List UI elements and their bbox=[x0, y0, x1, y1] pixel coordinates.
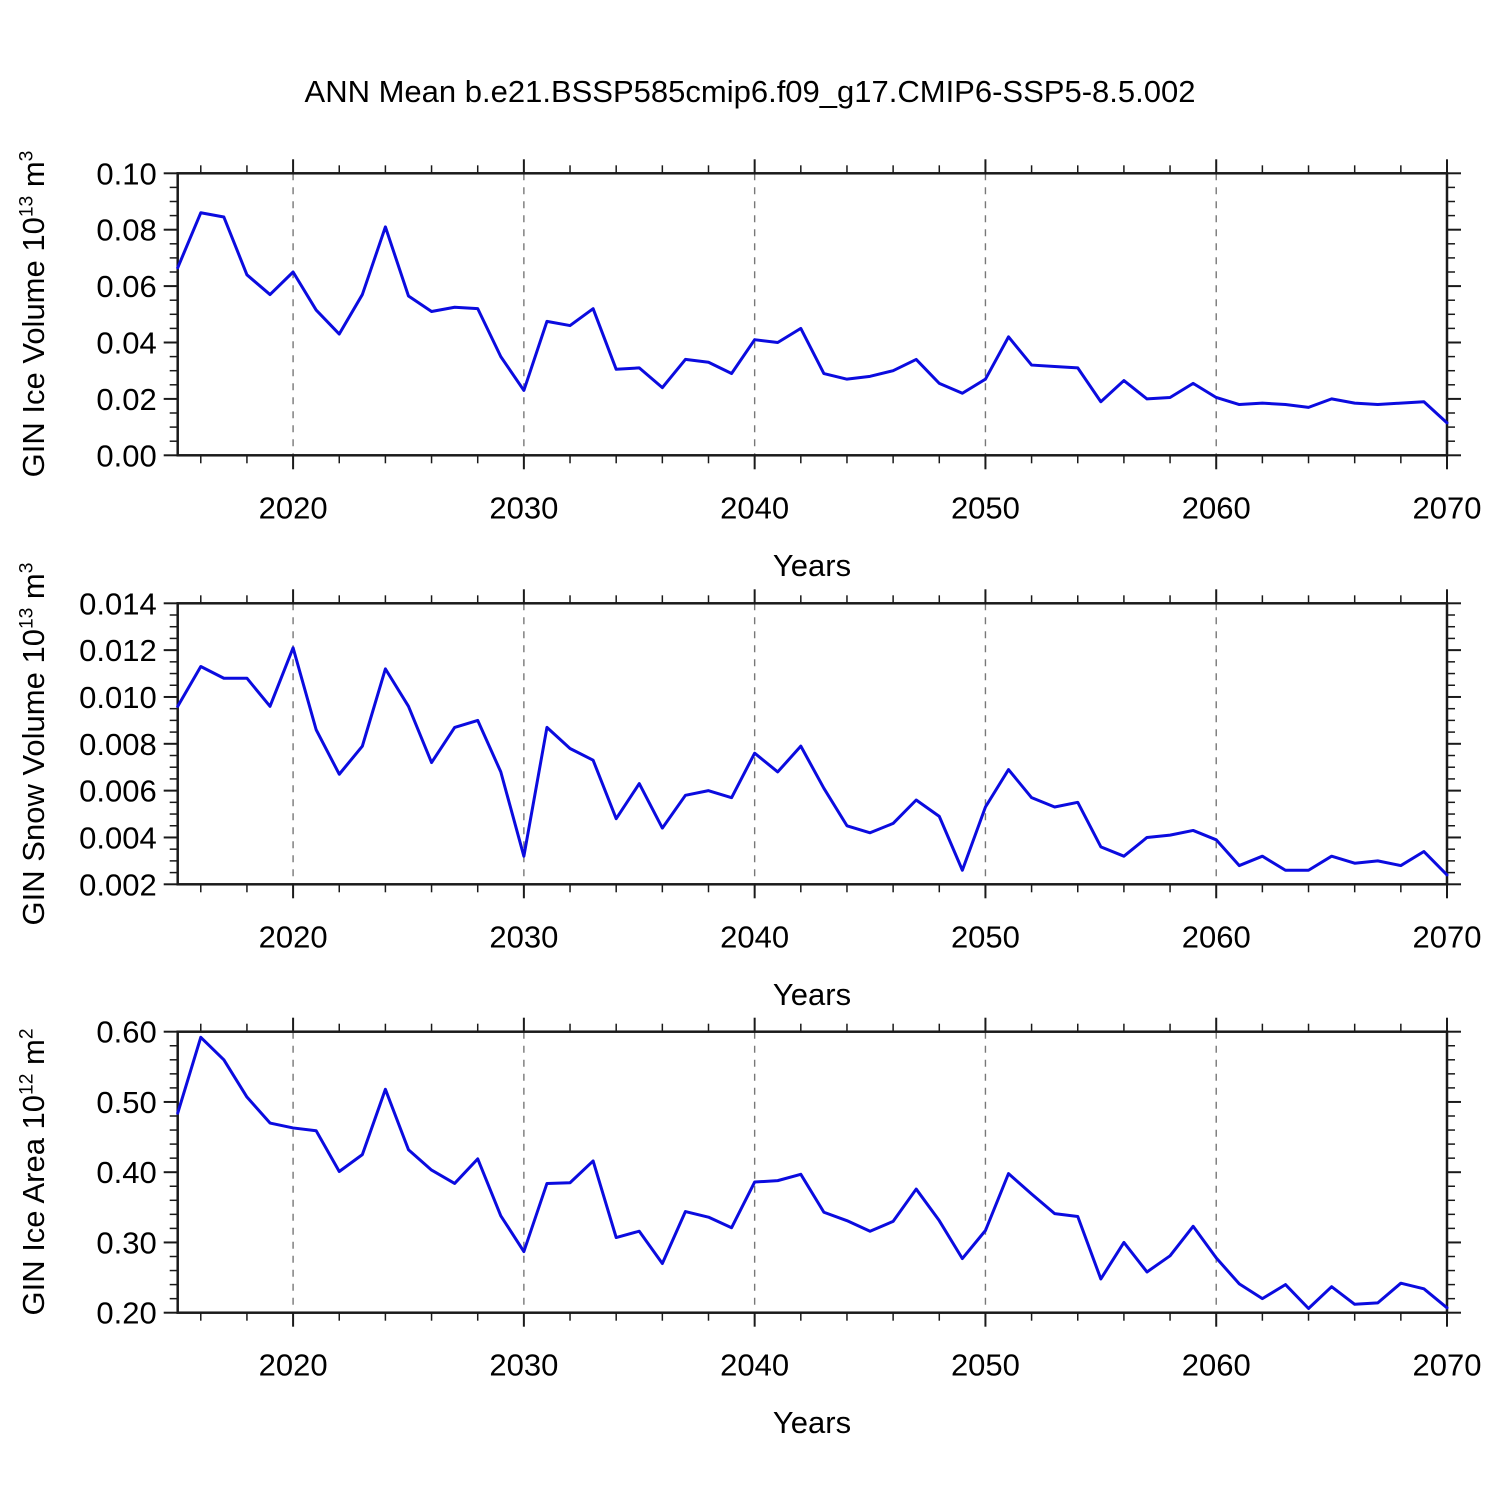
x-tick-label: 2020 bbox=[259, 919, 328, 954]
x-tick-label: 2030 bbox=[489, 919, 558, 954]
y-tick-label: 0.00 bbox=[96, 438, 156, 473]
y-tick-label: 0.002 bbox=[79, 867, 157, 902]
y-tick-label: 0.08 bbox=[96, 213, 156, 248]
x-tick-label: 2030 bbox=[489, 490, 558, 525]
panel-2-series-line bbox=[176, 646, 1449, 877]
x-tick-label: 2070 bbox=[1413, 490, 1482, 525]
x-tick-label: 2040 bbox=[720, 919, 789, 954]
x-tick-label: 2050 bbox=[951, 490, 1020, 525]
y-tick-label: 0.014 bbox=[79, 586, 157, 621]
y-axis-title-ice-volume: GIN Ice Volume 1013 m3 bbox=[16, 150, 51, 478]
y-tick-label: 0.50 bbox=[96, 1085, 156, 1120]
x-tick-label: 2050 bbox=[951, 1348, 1020, 1383]
x-tick-label: 2060 bbox=[1182, 1348, 1251, 1383]
panel-1: 2020 2030 2040 2050 2060 2070 0.00 0.02 0.04 0.06… bbox=[96, 156, 1481, 525]
x-axis-title-years-1: Years bbox=[772, 548, 852, 583]
x-tick-label: 2060 bbox=[1182, 919, 1251, 954]
y-tick-label: 0.008 bbox=[79, 727, 157, 762]
y-axis-title-snow-volume: GIN Snow Volume 1013 m3 bbox=[16, 562, 51, 926]
chart-title: ANN Mean b.e21.BSSP585cmip6.f09_g17.CMIP… bbox=[304, 74, 1196, 109]
x-tick-label: 2070 bbox=[1413, 1348, 1482, 1383]
x-tick-label: 2040 bbox=[720, 490, 789, 525]
plot-frame bbox=[176, 1030, 1449, 1314]
y-tick-label: 0.06 bbox=[96, 269, 156, 304]
plot-frame bbox=[176, 602, 1449, 886]
x-tick-label: 2020 bbox=[259, 1348, 328, 1383]
y-tick-label: 0.02 bbox=[96, 382, 156, 417]
y-tick-label: 0.010 bbox=[79, 680, 157, 715]
y-tick-label: 0.30 bbox=[96, 1225, 156, 1260]
x-tick-label: 2030 bbox=[489, 1348, 558, 1383]
x-tick-label: 2070 bbox=[1413, 919, 1482, 954]
y-tick-label: 0.004 bbox=[79, 820, 157, 855]
y-tick-label: 0.006 bbox=[79, 774, 157, 809]
panel-1-series-line bbox=[176, 211, 1449, 425]
y-tick-label: 0.012 bbox=[79, 633, 157, 668]
x-tick-label: 2050 bbox=[951, 919, 1020, 954]
panel-3-series-line bbox=[176, 1035, 1449, 1310]
y-tick-label: 0.10 bbox=[96, 156, 156, 191]
panel-3: 2020 2030 2040 2050 2060 2070 0.20 0.30 0.40 0.50… bbox=[96, 1015, 1481, 1383]
x-axis-title-years-3: Years bbox=[772, 1405, 852, 1440]
y-tick-label: 0.04 bbox=[96, 326, 156, 361]
y-tick-label: 0.20 bbox=[96, 1296, 156, 1331]
x-axis-title-years-2: Years bbox=[772, 977, 852, 1012]
y-axis-title-ice-area: GIN Ice Area 1012 m2 bbox=[16, 1028, 51, 1316]
x-tick-label: 2040 bbox=[720, 1348, 789, 1383]
plot-frame bbox=[176, 172, 1449, 457]
x-tick-label: 2060 bbox=[1182, 490, 1251, 525]
y-tick-label: 0.40 bbox=[96, 1155, 156, 1190]
x-tick-label: 2020 bbox=[259, 490, 328, 525]
panel-2: 2020 2030 2040 2050 2060 2070 0.002 0.004 0.006 0… bbox=[79, 586, 1481, 954]
y-tick-label: 0.60 bbox=[96, 1015, 156, 1050]
